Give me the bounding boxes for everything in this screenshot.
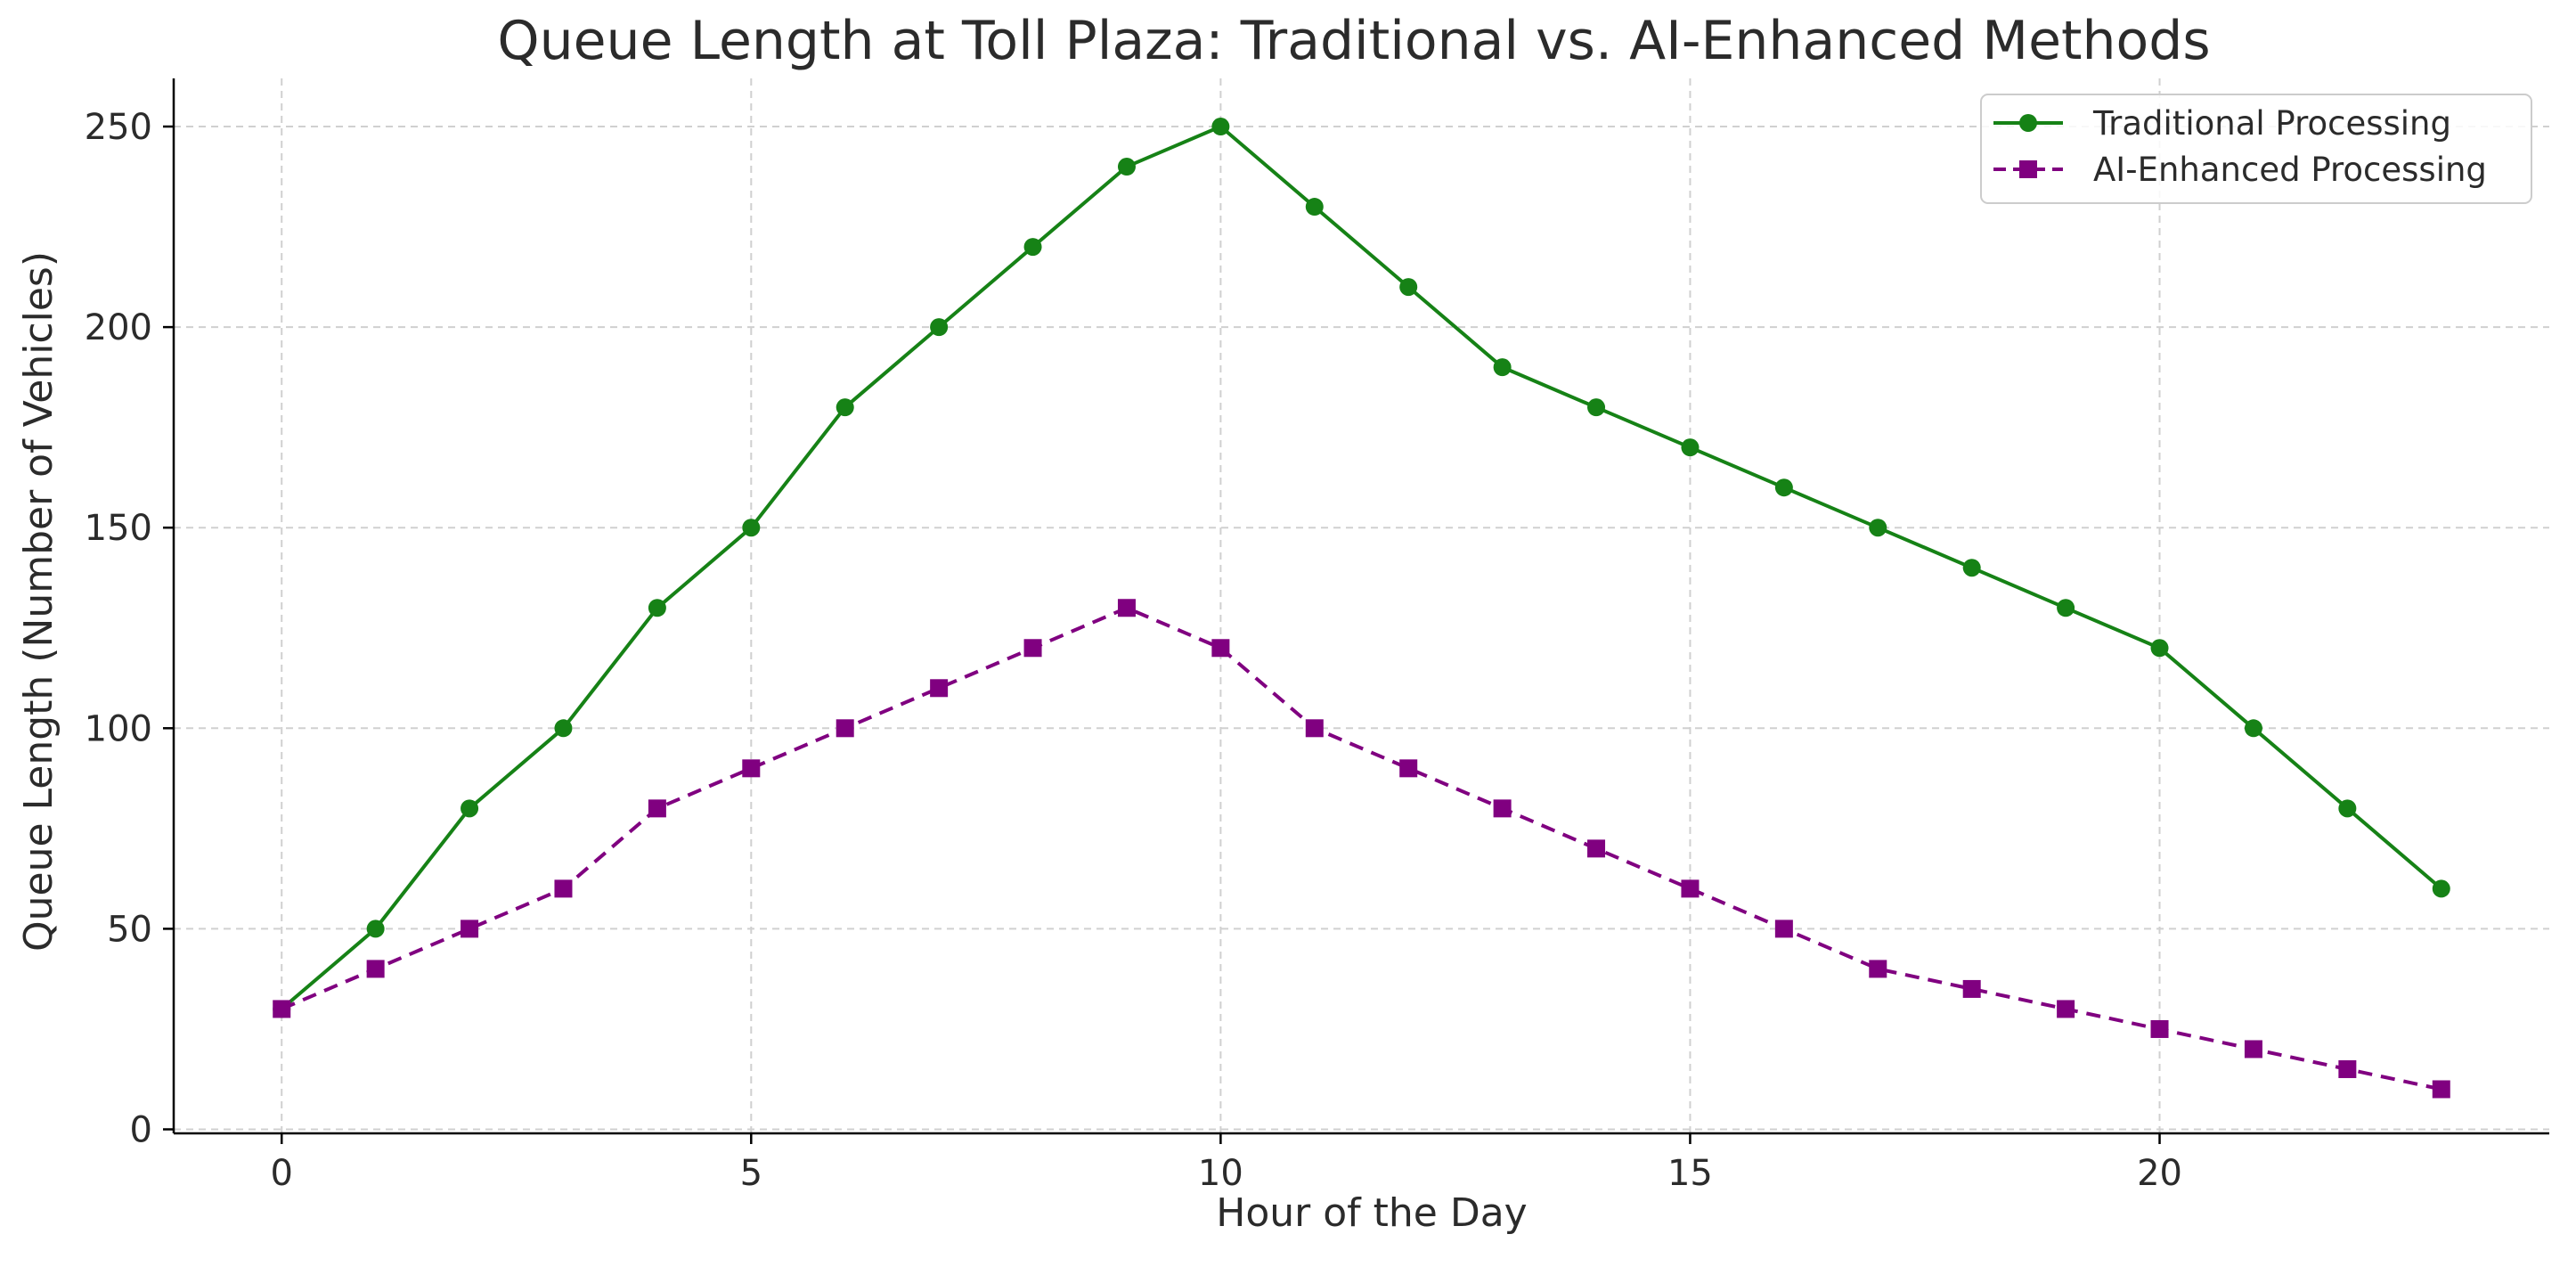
y-axis-ticks: 0 50 100 150 200 250 (85, 107, 174, 1150)
data-point-traditional-processing (2057, 599, 2075, 617)
data-point-traditional-processing (1399, 278, 1418, 297)
data-point-ai-enhanced-processing (2057, 1000, 2075, 1018)
data-point-traditional-processing (1493, 358, 1512, 377)
data-point-traditional-processing (1869, 519, 1887, 537)
x-tick-label: 10 (1198, 1153, 1243, 1194)
data-point-ai-enhanced-processing (1587, 839, 1606, 858)
data-point-traditional-processing (461, 799, 479, 818)
data-point-ai-enhanced-processing (461, 920, 479, 938)
chart-title: Queue Length at Toll Plaza: Traditional … (497, 10, 2210, 72)
data-point-ai-enhanced-processing (648, 799, 666, 818)
data-point-ai-enhanced-processing (554, 879, 573, 898)
data-point-traditional-processing (742, 519, 761, 537)
data-point-ai-enhanced-processing (273, 1000, 291, 1018)
data-point-ai-enhanced-processing (1962, 979, 1981, 998)
data-point-traditional-processing (2244, 719, 2262, 738)
y-tick-label: 150 (85, 508, 152, 549)
y-tick-label: 0 (130, 1109, 152, 1150)
data-point-ai-enhanced-processing (1869, 960, 1887, 978)
data-point-ai-enhanced-processing (1023, 639, 1042, 658)
data-point-traditional-processing (648, 599, 666, 617)
data-point-traditional-processing (1023, 238, 1042, 257)
legend-label-traditional: Traditional Processing (2092, 104, 2451, 143)
legend-marker-ai-enhanced (2019, 160, 2037, 178)
data-point-ai-enhanced-processing (2150, 1019, 2169, 1038)
x-tick-label: 0 (271, 1153, 293, 1194)
y-tick-label: 50 (107, 909, 152, 950)
data-point-traditional-processing (1211, 118, 1230, 136)
data-point-traditional-processing (1774, 478, 1793, 497)
data-point-ai-enhanced-processing (2432, 1080, 2450, 1099)
data-point-traditional-processing (1305, 198, 1324, 217)
data-point-traditional-processing (1117, 158, 1136, 176)
x-tick-label: 15 (1667, 1153, 1713, 1194)
legend-frame (1980, 94, 2532, 204)
y-axis-label: Queue Length (Number of Vehicles) (16, 251, 61, 952)
data-point-ai-enhanced-processing (1211, 639, 1230, 658)
series-layer (273, 118, 2450, 1099)
data-point-traditional-processing (554, 719, 573, 738)
legend: Traditional Processing AI-Enhanced Proce… (1980, 94, 2532, 204)
data-point-ai-enhanced-processing (366, 960, 385, 978)
data-point-ai-enhanced-processing (1681, 879, 1700, 898)
data-point-traditional-processing (2432, 879, 2450, 898)
data-point-traditional-processing (2338, 799, 2357, 818)
data-point-ai-enhanced-processing (2244, 1040, 2262, 1059)
data-point-ai-enhanced-processing (1117, 599, 1136, 617)
data-point-ai-enhanced-processing (1774, 920, 1793, 938)
series-line-traditional-processing (280, 125, 2443, 1010)
data-point-traditional-processing (1962, 559, 1981, 577)
legend-marker-traditional (2019, 114, 2037, 132)
data-point-traditional-processing (2150, 639, 2169, 658)
x-axis-label: Hour of the Day (1216, 1190, 1527, 1236)
grid (174, 78, 2549, 1133)
data-point-traditional-processing (1587, 398, 1606, 417)
data-point-ai-enhanced-processing (2338, 1059, 2357, 1078)
data-point-traditional-processing (1681, 438, 1700, 457)
data-point-ai-enhanced-processing (930, 679, 949, 698)
series-traditional-processing (273, 118, 2450, 1018)
x-tick-label: 5 (740, 1153, 762, 1194)
legend-label-ai-enhanced: AI-Enhanced Processing (2093, 151, 2487, 189)
x-tick-label: 20 (2137, 1153, 2182, 1194)
series-ai-enhanced-processing (273, 599, 2450, 1099)
y-tick-label: 200 (85, 307, 152, 348)
data-point-ai-enhanced-processing (1305, 719, 1324, 738)
y-tick-label: 100 (85, 708, 152, 749)
data-point-ai-enhanced-processing (742, 759, 761, 778)
y-tick-label: 250 (85, 107, 152, 148)
series-line-ai-enhanced-processing (281, 606, 2442, 1091)
data-point-traditional-processing (366, 920, 385, 938)
data-point-ai-enhanced-processing (1399, 759, 1418, 778)
data-point-ai-enhanced-processing (1493, 799, 1512, 818)
axes (172, 78, 2549, 1135)
data-point-traditional-processing (836, 398, 854, 417)
data-point-ai-enhanced-processing (836, 719, 854, 738)
x-axis-ticks: 0 5 10 15 20 (271, 1133, 2182, 1194)
data-point-traditional-processing (930, 318, 949, 337)
